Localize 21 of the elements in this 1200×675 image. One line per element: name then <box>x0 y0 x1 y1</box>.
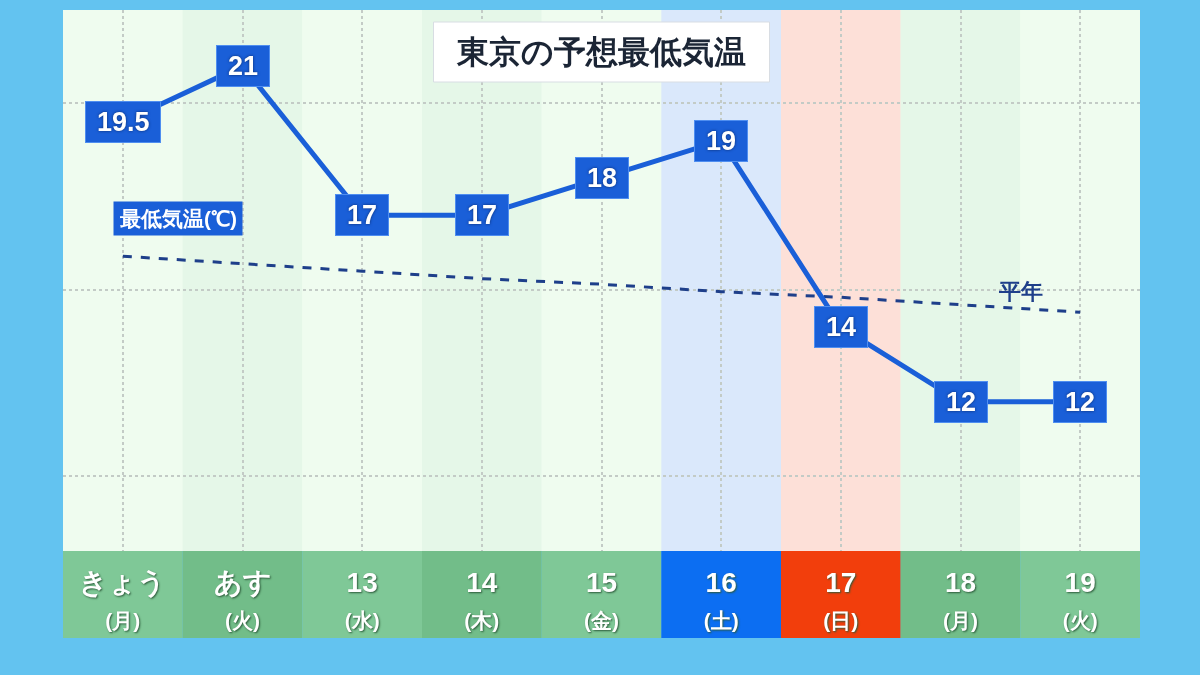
data-label: 21 <box>227 51 259 81</box>
x-tick-label: 14 (木) <box>464 567 500 633</box>
data-label: 14 <box>825 312 857 342</box>
x-tick-label: 13 (水) <box>344 567 380 633</box>
data-label: 17 <box>466 200 498 230</box>
x-tick-label: 19 (火) <box>1062 567 1098 633</box>
x-tick-label: 16 (土) <box>703 567 739 633</box>
text: 東京の予想最低気温 <box>456 34 746 71</box>
data-label: 17 <box>346 200 378 230</box>
data-label: 18 <box>586 163 618 193</box>
data-label: 12 <box>945 387 977 417</box>
x-tick-label: 18 (月) <box>943 567 978 633</box>
data-label: 12 <box>1064 387 1096 417</box>
x-tick-label: 17 (日) <box>823 567 859 633</box>
y-axis-title: 最低気温(℃) <box>119 207 237 230</box>
x-tick-label: 15 (金) <box>584 567 619 633</box>
series-label: 平年 <box>998 279 1043 304</box>
x-tick-label: あす (火) <box>213 567 272 633</box>
data-label: 19.5 <box>96 107 150 137</box>
data-label: 19 <box>705 126 737 156</box>
x-tick-label: きょう (月) <box>79 567 167 633</box>
